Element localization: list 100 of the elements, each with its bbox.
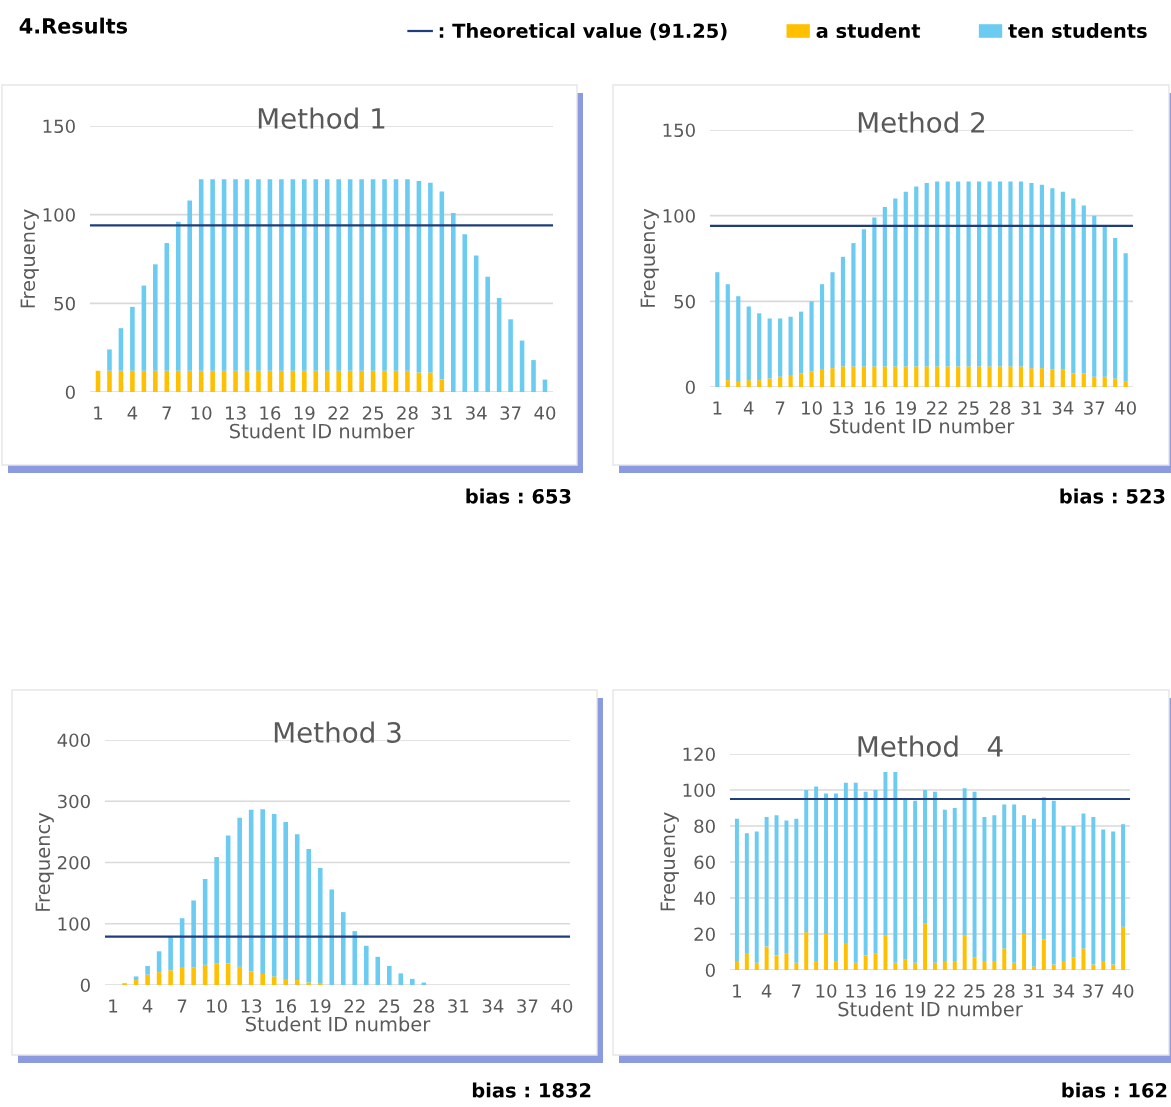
bar bbox=[992, 815, 997, 961]
x-tick-label: 25 bbox=[958, 401, 979, 415]
bar bbox=[923, 923, 928, 970]
x-tick-label: 40 bbox=[1112, 984, 1134, 998]
bar bbox=[1060, 191, 1065, 370]
bar bbox=[329, 889, 335, 985]
bar bbox=[283, 978, 289, 985]
bar bbox=[923, 790, 928, 924]
bar bbox=[851, 366, 856, 387]
bar bbox=[1111, 831, 1116, 965]
x-tick-label: 22 bbox=[328, 406, 349, 420]
bar bbox=[715, 272, 720, 387]
bar bbox=[754, 962, 759, 970]
bar bbox=[306, 849, 312, 983]
x-tick-label: 16 bbox=[260, 406, 281, 420]
bar bbox=[757, 380, 762, 387]
bar bbox=[861, 229, 867, 367]
bar bbox=[982, 817, 987, 961]
bar bbox=[924, 366, 929, 387]
chart-title: Method 2 bbox=[858, 111, 985, 133]
bar bbox=[175, 370, 181, 392]
bar bbox=[744, 953, 749, 970]
bar bbox=[175, 221, 181, 371]
bar bbox=[819, 284, 825, 370]
bar bbox=[107, 349, 112, 371]
bar bbox=[1061, 961, 1066, 970]
x-tick-label: 16 bbox=[864, 401, 885, 415]
bar bbox=[883, 935, 888, 970]
bar bbox=[187, 200, 192, 371]
bar bbox=[1081, 948, 1086, 970]
bar bbox=[386, 966, 392, 985]
bar bbox=[191, 967, 196, 985]
x-tick-label: 10 bbox=[802, 401, 822, 415]
bar bbox=[976, 181, 982, 367]
bar bbox=[352, 931, 358, 985]
y-tick-label: 40 bbox=[694, 891, 715, 906]
y-tick-label: 20 bbox=[694, 927, 715, 942]
x-tick-label: 16 bbox=[276, 999, 297, 1013]
text: bias : 653 bbox=[466, 488, 571, 504]
bar bbox=[774, 955, 779, 970]
bar bbox=[764, 817, 769, 947]
bar bbox=[187, 370, 192, 392]
bar bbox=[1113, 378, 1118, 387]
bar bbox=[945, 181, 950, 367]
x-tick-label: 7 bbox=[177, 999, 187, 1013]
bar bbox=[306, 982, 312, 985]
x-tick-label: 13 bbox=[846, 984, 866, 998]
x-tick-label: 37 bbox=[1083, 984, 1104, 998]
x-axis-title: Student ID number bbox=[838, 1001, 1023, 1017]
y-tick-label: 300 bbox=[58, 794, 90, 809]
bar bbox=[1102, 376, 1107, 387]
bar bbox=[997, 366, 1003, 387]
x-tick-label: 40 bbox=[551, 999, 573, 1013]
bar bbox=[966, 366, 971, 387]
bar bbox=[382, 370, 387, 392]
x-tick-label: 37 bbox=[517, 999, 538, 1013]
x-tick-label: 28 bbox=[413, 999, 435, 1013]
bar bbox=[932, 962, 937, 970]
y-tick-label: 0 bbox=[705, 963, 715, 978]
bar bbox=[893, 366, 898, 387]
x-tick-label: 25 bbox=[964, 984, 985, 998]
bar bbox=[271, 976, 277, 985]
bar bbox=[410, 978, 415, 985]
bar bbox=[924, 183, 929, 367]
bar bbox=[903, 959, 908, 970]
bar bbox=[814, 961, 819, 970]
bar bbox=[1008, 181, 1013, 367]
bar bbox=[302, 370, 307, 392]
bar bbox=[883, 772, 888, 936]
bar bbox=[473, 255, 479, 392]
bar bbox=[956, 181, 961, 367]
bar bbox=[313, 179, 319, 371]
y-tick-label: 100 bbox=[683, 783, 715, 798]
bar bbox=[1012, 804, 1017, 963]
bar bbox=[804, 790, 809, 933]
bar bbox=[746, 306, 751, 381]
x-tick-label: 7 bbox=[792, 984, 801, 998]
bar bbox=[1039, 184, 1044, 369]
bar bbox=[508, 319, 513, 392]
x-tick-label: 28 bbox=[397, 406, 418, 420]
bar bbox=[1022, 934, 1027, 970]
bar bbox=[843, 943, 848, 970]
bar bbox=[853, 962, 858, 970]
bar bbox=[336, 370, 341, 392]
bar bbox=[1081, 205, 1086, 374]
bar bbox=[294, 980, 300, 985]
bar bbox=[746, 380, 751, 387]
y-tick-label: 150 bbox=[43, 119, 75, 134]
bar bbox=[809, 371, 814, 387]
bar bbox=[210, 370, 215, 392]
bar bbox=[992, 961, 997, 970]
bar bbox=[972, 957, 977, 970]
x-tick-label: 19 bbox=[294, 406, 315, 420]
bar bbox=[774, 815, 779, 956]
bar bbox=[260, 973, 265, 985]
bar bbox=[313, 370, 319, 392]
x-tick-label: 22 bbox=[344, 999, 365, 1013]
bar bbox=[778, 318, 783, 377]
bar bbox=[757, 313, 762, 381]
bar bbox=[1111, 964, 1116, 970]
